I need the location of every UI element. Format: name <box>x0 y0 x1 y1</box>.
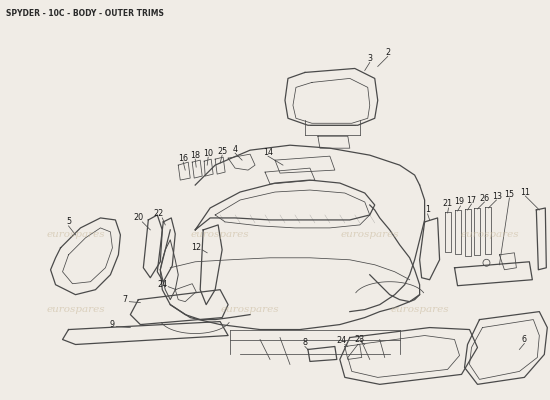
Text: eurospares: eurospares <box>390 305 449 314</box>
Text: eurospares: eurospares <box>191 230 250 239</box>
Text: 11: 11 <box>520 188 530 196</box>
Text: 6: 6 <box>522 335 527 344</box>
Text: 4: 4 <box>233 145 238 154</box>
Text: 19: 19 <box>454 198 465 206</box>
Text: 18: 18 <box>190 151 200 160</box>
Text: 8: 8 <box>302 338 307 347</box>
Text: eurospares: eurospares <box>46 305 105 314</box>
Text: 16: 16 <box>178 154 188 163</box>
Text: 23: 23 <box>355 335 365 344</box>
Text: 3: 3 <box>367 54 372 63</box>
Text: 1: 1 <box>425 206 430 214</box>
Text: 12: 12 <box>191 243 201 252</box>
Text: 17: 17 <box>466 196 476 204</box>
Text: SPYDER - 10C - BODY - OUTER TRIMS: SPYDER - 10C - BODY - OUTER TRIMS <box>6 9 163 18</box>
Text: 13: 13 <box>492 192 503 200</box>
Text: eurospares: eurospares <box>340 230 399 239</box>
Text: 20: 20 <box>133 214 144 222</box>
Text: 7: 7 <box>123 295 128 304</box>
Text: 25: 25 <box>217 147 227 156</box>
Text: 21: 21 <box>443 200 453 208</box>
Text: 14: 14 <box>263 148 273 157</box>
Text: 2: 2 <box>385 48 390 57</box>
Text: 26: 26 <box>480 194 490 202</box>
Text: 24: 24 <box>157 280 167 289</box>
Text: 24: 24 <box>337 336 347 345</box>
Text: eurospares: eurospares <box>46 230 105 239</box>
Text: eurospares: eurospares <box>221 305 279 314</box>
Text: 22: 22 <box>153 210 163 218</box>
Text: 10: 10 <box>203 149 213 158</box>
Text: eurospares: eurospares <box>460 230 519 239</box>
Text: 15: 15 <box>504 190 514 198</box>
Text: 5: 5 <box>66 218 71 226</box>
Text: 9: 9 <box>110 320 115 329</box>
